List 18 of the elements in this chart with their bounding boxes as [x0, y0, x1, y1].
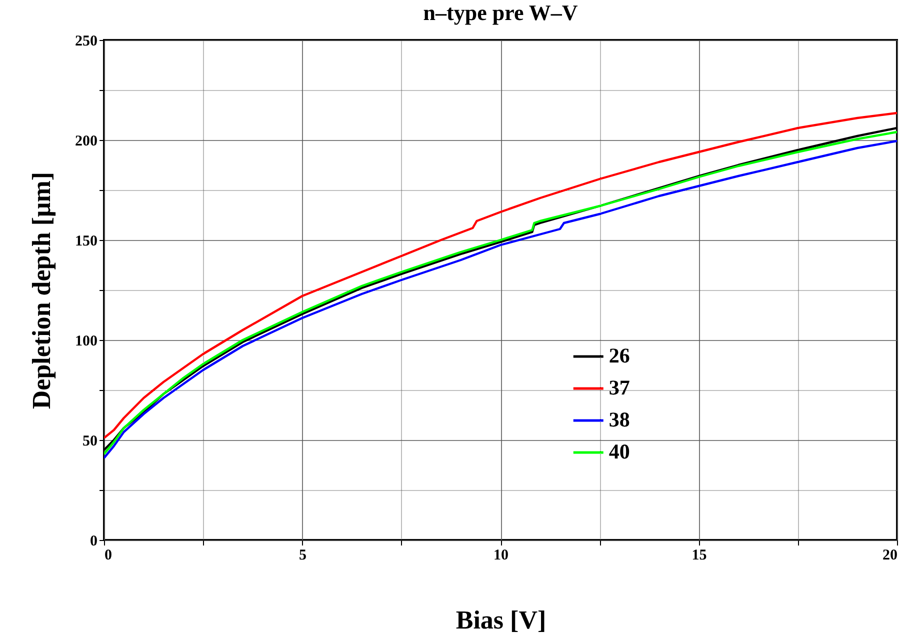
- y-tick-label: 50: [82, 434, 98, 450]
- y-tick-label: 0: [90, 534, 98, 550]
- x-tick-label: 15: [692, 548, 707, 564]
- legend-label: 26: [608, 344, 630, 368]
- x-tick-label: 20: [882, 548, 898, 564]
- x-tick-label: 10: [494, 548, 508, 564]
- y-tick-label: 150: [75, 234, 98, 250]
- y-axis-title: Depletion depth [μm]: [27, 172, 56, 410]
- y-tick-label: 100: [75, 334, 98, 350]
- chart-title: n–type pre W–V: [423, 0, 578, 25]
- x-axis-title: Bias [V]: [456, 606, 546, 634]
- legend-label: 40: [608, 440, 630, 464]
- legend-label: 37: [608, 376, 630, 400]
- y-tick-label: 250: [75, 34, 98, 50]
- x-tick-label: 5: [299, 548, 306, 564]
- legend-label: 38: [608, 408, 630, 432]
- y-tick-label: 200: [75, 134, 98, 150]
- x-tick-label: 0: [104, 548, 112, 564]
